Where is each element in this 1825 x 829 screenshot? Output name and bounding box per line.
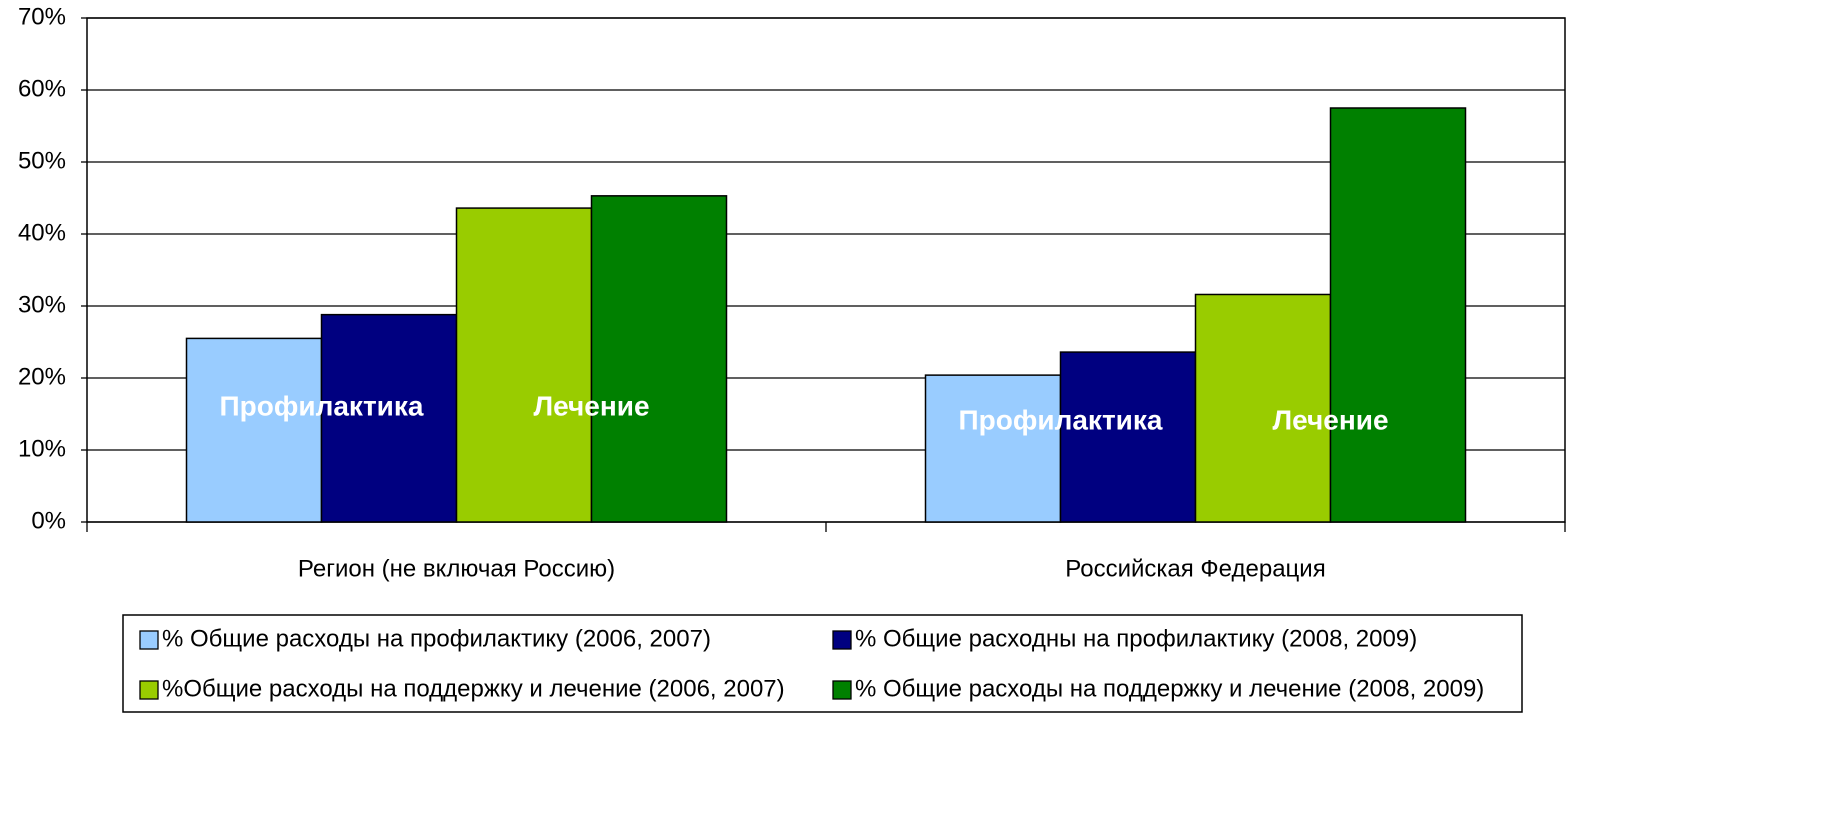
x-tick-label: Российская Федерация (1065, 555, 1325, 582)
legend-swatch (139, 630, 159, 650)
bar (1194, 293, 1332, 523)
bar (320, 313, 458, 523)
legend-swatch (139, 680, 159, 700)
legend-swatch (832, 680, 852, 700)
legend-box (122, 614, 1523, 713)
legend-label: % Общие расходы на профилактику (2006, 2… (162, 625, 711, 652)
bar (1329, 107, 1467, 523)
bar (590, 195, 728, 523)
y-tick-label: 40% (18, 219, 66, 246)
y-tick-label: 30% (18, 291, 66, 318)
y-tick-label: 50% (18, 147, 66, 174)
y-tick-label: 10% (18, 435, 66, 462)
legend-swatch (832, 630, 852, 650)
x-tick-label: Регион (не включая Россию) (298, 555, 615, 582)
annotation: Лечение (1272, 404, 1388, 435)
annotation: Профилактика (220, 390, 424, 421)
y-tick-label: 70% (18, 3, 66, 30)
legend-label: %Общие расходы на поддержку и лечение (2… (162, 675, 785, 702)
bar (185, 337, 323, 523)
legend-label: % Общие расходны на профилактику (2008, … (855, 625, 1417, 652)
y-tick-label: 20% (18, 363, 66, 390)
bar (455, 207, 593, 523)
legend-label: % Общие расходы на поддержку и лечение (… (855, 675, 1484, 702)
annotation: Лечение (533, 390, 649, 421)
bar (1059, 351, 1197, 523)
annotation: Профилактика (959, 404, 1163, 435)
y-tick-label: 0% (31, 507, 66, 534)
bar (924, 374, 1062, 523)
y-tick-label: 60% (18, 75, 66, 102)
